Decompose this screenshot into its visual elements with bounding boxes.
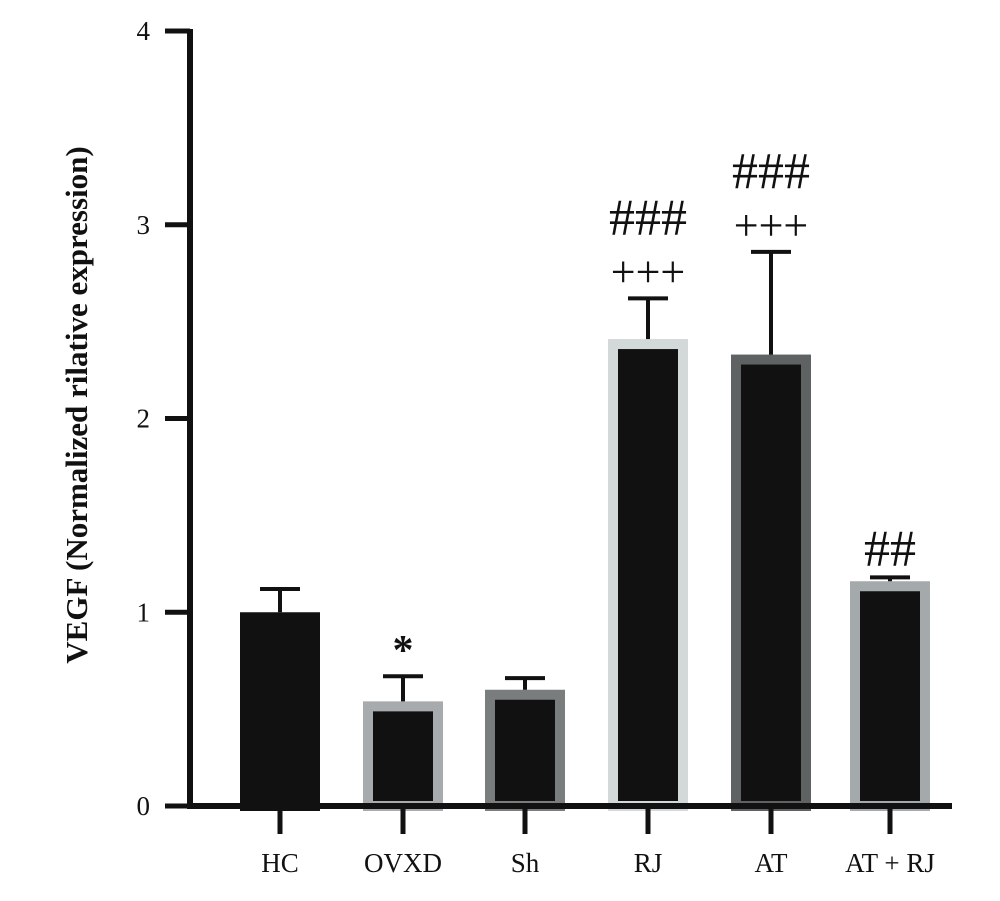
significance-annotation: ##: [864, 520, 916, 577]
x-tick-label: OVXD: [364, 848, 442, 878]
y-tick-label: 0: [137, 791, 151, 821]
bar-sh: [485, 689, 565, 811]
bar-rj: [608, 339, 688, 811]
bar-at-rj: [850, 581, 930, 811]
x-tick-label: AT: [755, 848, 789, 878]
y-tick-label: 2: [137, 404, 151, 434]
significance-annotation: ###: [732, 143, 810, 200]
y-tick-label: 1: [137, 597, 151, 627]
y-tick-label: 4: [137, 16, 151, 46]
significance-annotation: +++: [611, 247, 685, 296]
significance-annotation: +++: [734, 201, 808, 250]
x-tick-label: Sh: [511, 848, 540, 878]
significance-annotation: ###: [609, 189, 687, 246]
y-tick-label: 3: [137, 210, 151, 240]
y-axis-title: VEGF (Normalized rilative expression): [59, 146, 94, 663]
bar-ovxd: [363, 701, 443, 811]
x-tick-label: RJ: [634, 848, 663, 878]
x-tick-label: AT + RJ: [845, 848, 935, 878]
x-tick-label: HC: [261, 848, 299, 878]
bar-at: [731, 354, 811, 811]
bar-hc: [240, 612, 320, 811]
significance-annotation: *: [393, 628, 414, 674]
